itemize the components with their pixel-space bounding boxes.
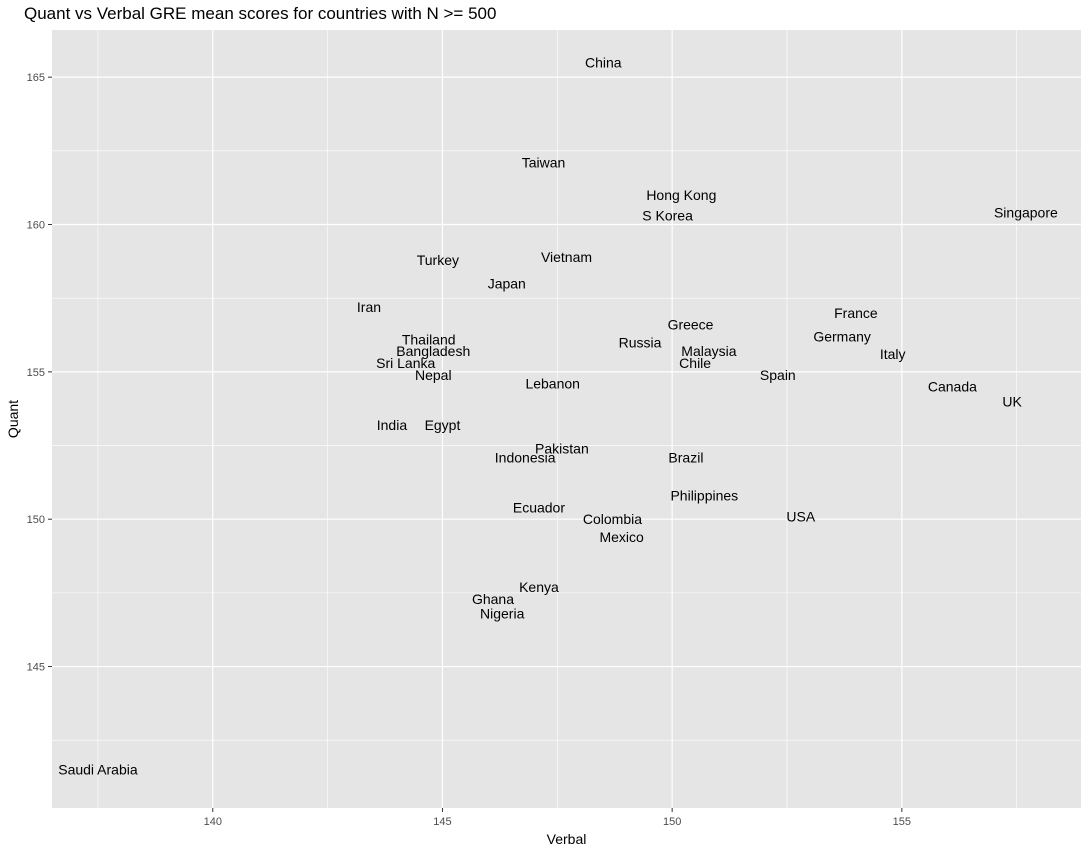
point-label-indonesia: Indonesia — [495, 449, 556, 465]
y-tick-label: 165 — [27, 72, 45, 84]
chart-title: Quant vs Verbal GRE mean scores for coun… — [24, 4, 497, 23]
point-label-iran: Iran — [357, 299, 381, 315]
point-label-france: France — [834, 305, 878, 321]
point-label-nepal: Nepal — [415, 367, 452, 383]
point-label-ecuador: Ecuador — [513, 499, 565, 515]
axis-ticks: 140 145 150 155 145 150 155 160 165 — [27, 72, 911, 828]
point-label-bangladesh: Bangladesh — [396, 343, 470, 359]
point-label-lebanon: Lebanon — [525, 376, 580, 392]
x-tick-label: 145 — [433, 816, 451, 828]
point-label-thailand: Thailand — [402, 331, 456, 347]
point-label-usa: USA — [786, 508, 815, 524]
point-label-sri-lanka: Sri Lanka — [376, 355, 435, 371]
y-tick-label: 160 — [27, 220, 45, 232]
point-label-s-korea: S Korea — [642, 208, 693, 224]
point-label-vietnam: Vietnam — [541, 249, 592, 265]
y-axis-title: Quant — [5, 400, 21, 438]
plot-panel — [52, 30, 1081, 808]
point-label-canada: Canada — [928, 379, 977, 395]
point-label-taiwan: Taiwan — [522, 155, 566, 171]
point-label-brazil: Brazil — [668, 449, 703, 465]
point-label-japan: Japan — [488, 275, 526, 291]
point-label-singapore: Singapore — [994, 205, 1058, 221]
minor-grid — [52, 30, 1081, 808]
point-label-colombia: Colombia — [583, 511, 642, 527]
y-tick-label: 145 — [27, 662, 45, 674]
y-tick-label: 150 — [27, 514, 45, 526]
x-tick-label: 140 — [204, 816, 222, 828]
point-label-uk: UK — [1002, 393, 1022, 409]
point-label-philippines: Philippines — [670, 488, 738, 504]
point-label-nigeria: Nigeria — [480, 606, 525, 622]
point-label-turkey: Turkey — [417, 252, 459, 268]
point-label-kenya: Kenya — [519, 579, 559, 595]
major-grid — [52, 30, 1081, 808]
x-axis-title: Verbal — [547, 831, 587, 847]
point-label-india: India — [377, 417, 408, 433]
point-labels: China Taiwan Hong Kong S Korea Singapore Viet… — [58, 54, 1058, 777]
point-label-hong-kong: Hong Kong — [646, 187, 716, 203]
point-label-egypt: Egypt — [425, 417, 461, 433]
point-label-ghana: Ghana — [472, 591, 514, 607]
point-label-saudi-arabia: Saudi Arabia — [58, 762, 138, 778]
point-label-italy: Italy — [880, 346, 906, 362]
point-label-germany: Germany — [813, 328, 871, 344]
point-label-greece: Greece — [668, 317, 714, 333]
point-label-china: China — [585, 54, 622, 70]
x-tick-label: 150 — [663, 816, 681, 828]
point-label-mexico: Mexico — [599, 529, 644, 545]
point-label-chile: Chile — [679, 355, 711, 371]
point-label-spain: Spain — [760, 367, 796, 383]
y-tick-label: 155 — [27, 367, 45, 379]
point-label-russia: Russia — [619, 334, 662, 350]
x-tick-label: 155 — [893, 816, 911, 828]
point-label-pakistan: Pakistan — [535, 440, 589, 456]
point-label-malaysia: Malaysia — [681, 343, 736, 359]
